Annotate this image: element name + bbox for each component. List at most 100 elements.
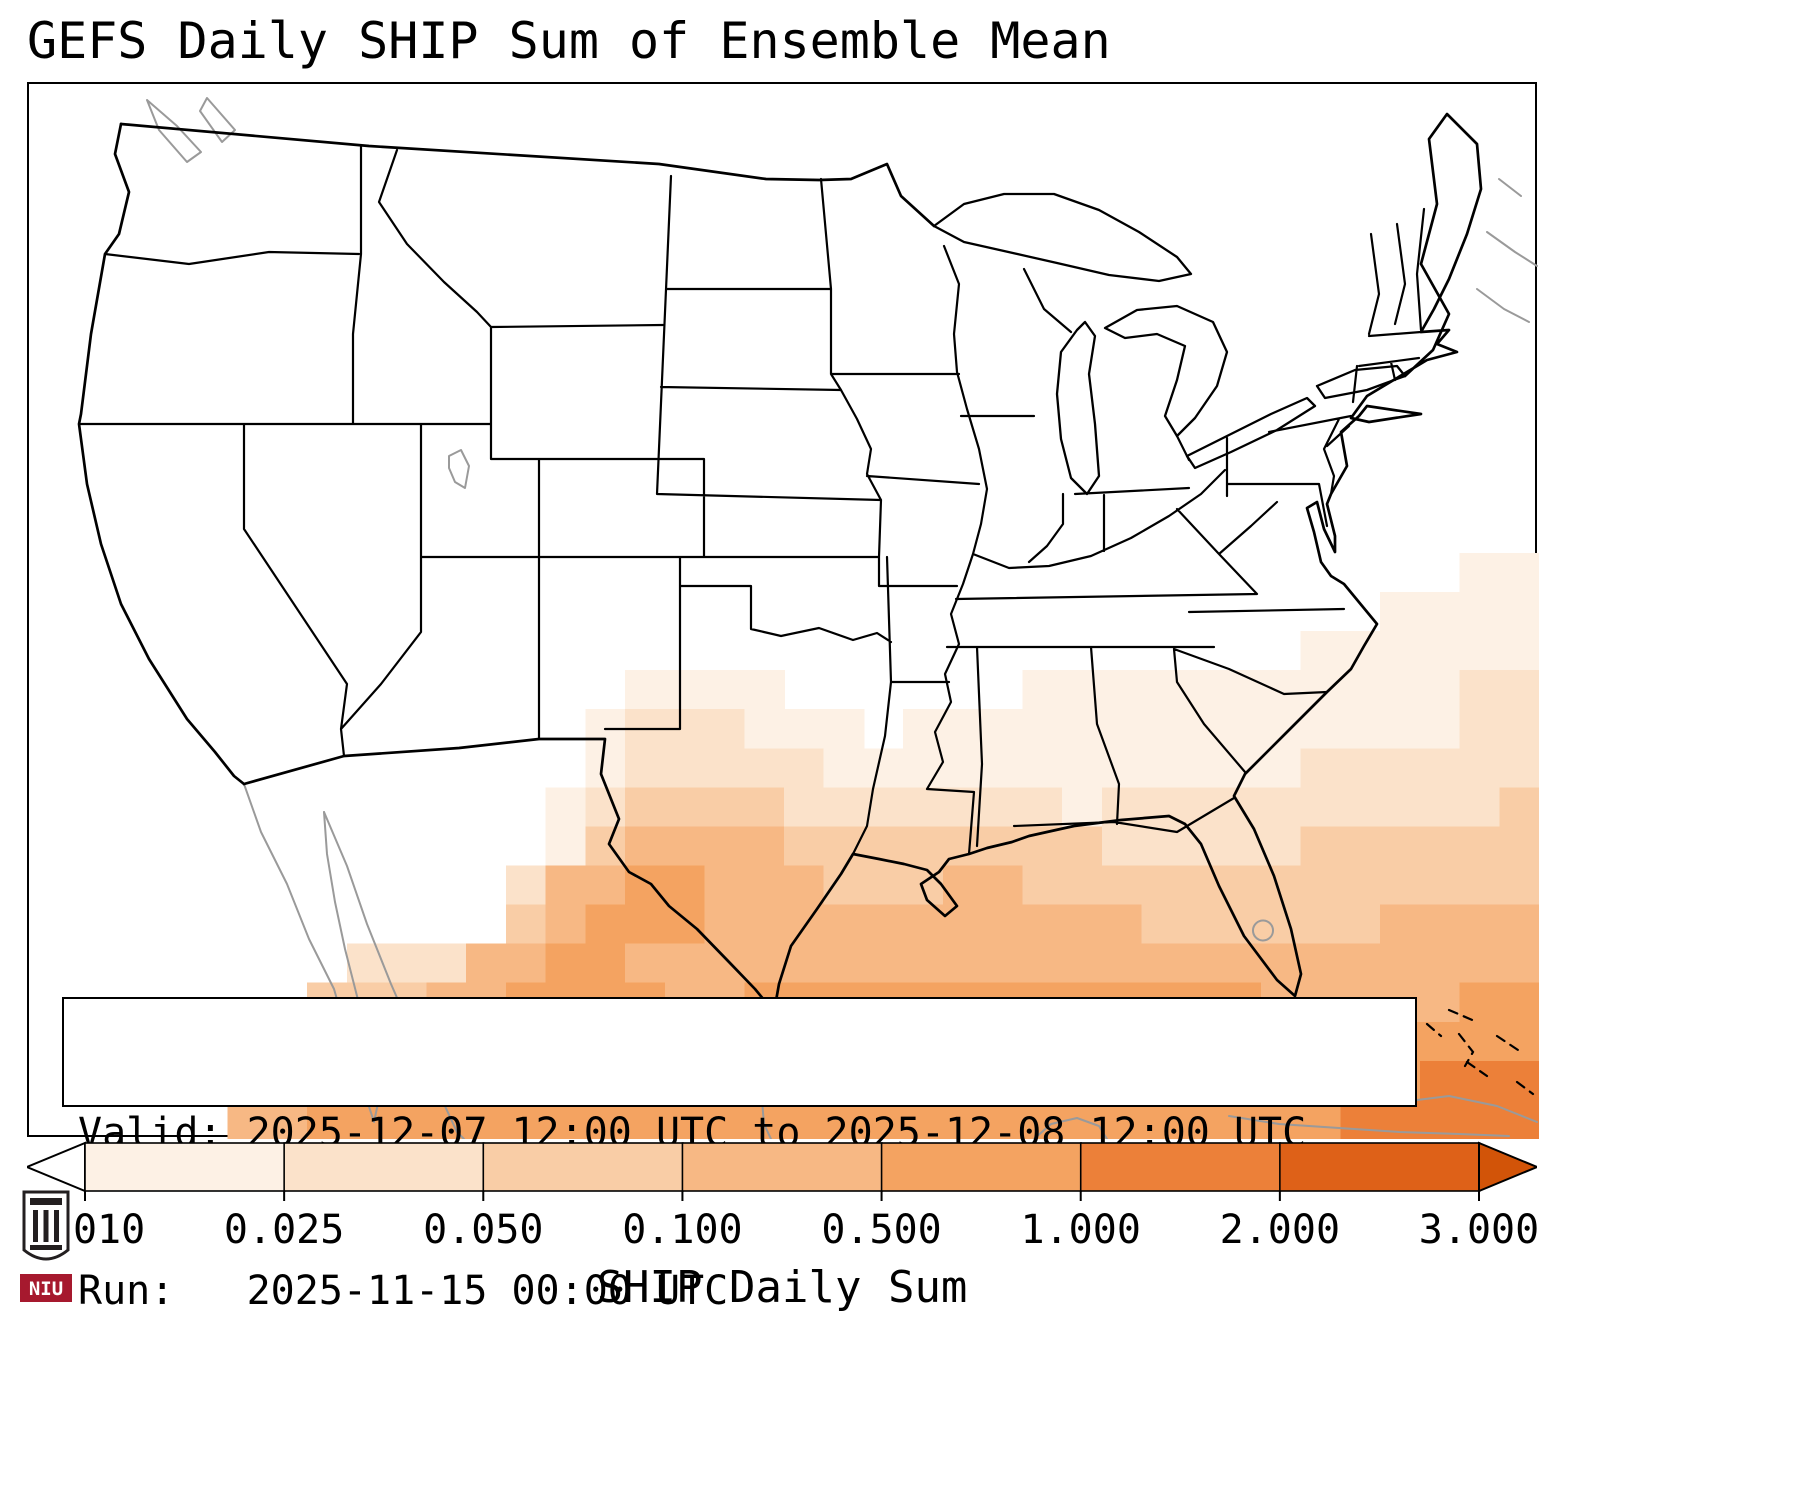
heatmap-cell [982, 865, 1024, 906]
heatmap-cell [1419, 904, 1461, 945]
colorbar-over-arrow [1478, 1141, 1540, 1193]
heatmap-cell [1340, 904, 1381, 945]
us-borders [77, 112, 1483, 1014]
heatmap-cell [545, 826, 587, 867]
logo-banner [20, 1274, 72, 1302]
heatmap-cell [1499, 631, 1539, 672]
heatmap-cell [784, 904, 825, 945]
map-canvas [77, 97, 1539, 1139]
heatmap-cell [1181, 787, 1223, 828]
heatmap-cell [664, 865, 706, 906]
heatmap-cell [585, 748, 626, 789]
heatmap-cell [784, 787, 825, 828]
heatmap-cell [1181, 709, 1223, 750]
heatmap-cell [1022, 787, 1064, 828]
heatmap-cell [784, 865, 825, 906]
heatmap-cell [1022, 709, 1064, 750]
heatmap-cell [823, 904, 865, 945]
heatmap-cell [1499, 826, 1539, 867]
heatmap-cell [1419, 1021, 1461, 1062]
heatmap-cell [1022, 904, 1064, 945]
heatmap-cell [1380, 592, 1421, 633]
heatmap-cell [903, 943, 944, 984]
heatmap-cell [1459, 787, 1501, 828]
heatmap-cell [1459, 670, 1501, 711]
heatmap-cell [1459, 592, 1501, 633]
figure-title: GEFS Daily SHIP Sum of Ensemble Mean [27, 12, 1111, 70]
heatmap-cell [704, 709, 746, 750]
heatmap-cell [1499, 904, 1539, 945]
heatmap-cell [1141, 748, 1183, 789]
logo-pillar [43, 1210, 49, 1242]
heatmap-cell [982, 943, 1024, 984]
heatmap-cell [664, 943, 706, 984]
heatmap-cell [346, 943, 388, 984]
colorbar-tick-label: 0.500 [821, 1207, 942, 1253]
heatmap-cell [1260, 670, 1302, 711]
mexico-border [242, 737, 776, 1014]
heatmap-cell [744, 670, 785, 711]
heatmap-cell [1300, 904, 1342, 945]
heatmap-cell [625, 787, 666, 828]
heatmap-cell [863, 865, 905, 906]
heatmap-cell [903, 826, 944, 867]
heatmap-cell [982, 904, 1024, 945]
heatmap-cell [1300, 943, 1342, 984]
heatmap-cell [1340, 670, 1381, 711]
heatmap-cell [1141, 904, 1183, 945]
logo-pillar [54, 1210, 59, 1242]
colorbar-segment [880, 1142, 1083, 1192]
heatmap-cell [1499, 865, 1539, 906]
heatmap-cell [1419, 631, 1461, 672]
heatmap-cell [1101, 943, 1143, 984]
heatmap-cell [903, 748, 944, 789]
logo-pillar [33, 1210, 38, 1242]
heatmap-cell [1340, 748, 1381, 789]
heatmap-cell [1499, 943, 1539, 984]
lake-superior [932, 192, 1193, 283]
heatmap-cell [1300, 709, 1342, 750]
heatmap-cell [704, 748, 746, 789]
pacific-coastline [77, 122, 246, 786]
heatmap-cell [625, 865, 666, 906]
heatmap-cell [1499, 748, 1539, 789]
heatmap-cell [903, 904, 944, 945]
vancouver-island-coastline [146, 97, 236, 163]
heatmap-cell [1419, 826, 1461, 867]
heatmap-cell [1419, 748, 1461, 789]
state-borders [77, 144, 1426, 856]
heatmap-cell [982, 748, 1024, 789]
heatmap-cell [1062, 787, 1103, 828]
heatmap-cell [1380, 943, 1421, 984]
heatmap-cell [1141, 943, 1183, 984]
yucatan-coastline [1033, 1117, 1108, 1139]
heatmap-cell [704, 826, 746, 867]
heatmap-cell [863, 748, 905, 789]
colorbar-segment [1279, 1142, 1481, 1192]
heatmap-cell [1499, 670, 1539, 711]
colorbar-segment [681, 1142, 883, 1192]
colorbar-tick-label: 0.100 [622, 1207, 743, 1253]
heatmap-cell [545, 865, 587, 906]
heatmap-cell [505, 943, 547, 984]
heatmap-cell [823, 787, 865, 828]
heatmap-cell [1022, 748, 1064, 789]
heatmap-cell [1062, 826, 1103, 867]
heatmap-cell [823, 748, 865, 789]
heatmap-cell [704, 904, 746, 945]
heatmap-cell [1181, 670, 1223, 711]
heatmap-cell [744, 904, 785, 945]
heatmap-cell [704, 670, 746, 711]
heatmap-cell [1141, 787, 1183, 828]
niu-logo: NIU [20, 1190, 72, 1302]
heatmap-cell [1340, 826, 1381, 867]
heatmap-cell [386, 943, 428, 984]
heatmap-cell [1141, 709, 1183, 750]
colorbar-segment [1079, 1142, 1282, 1192]
colorbar [24, 1141, 1540, 1205]
heatmap-cell [1380, 787, 1421, 828]
heatmap-cell [1459, 1021, 1501, 1062]
heatmap-cell [1062, 943, 1103, 984]
heatmap-cell [1380, 631, 1421, 672]
heatmap-cell [1022, 670, 1064, 711]
